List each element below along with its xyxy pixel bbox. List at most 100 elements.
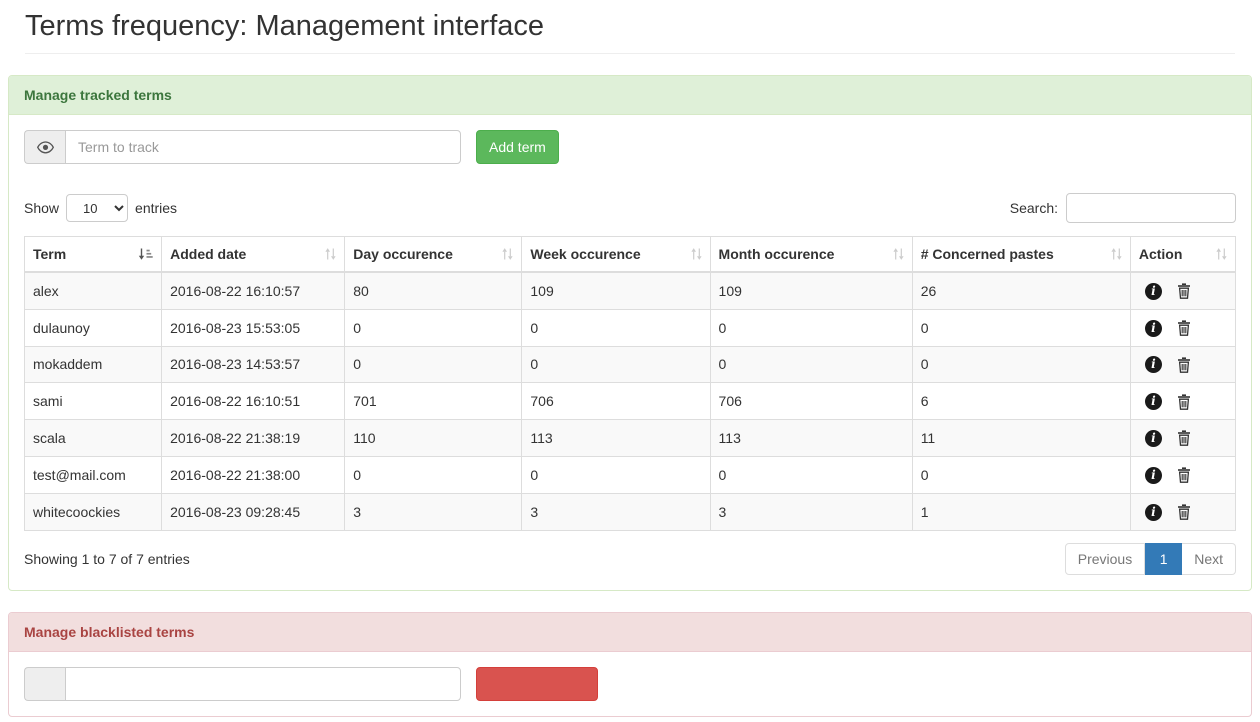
trash-icon bbox=[1177, 467, 1191, 486]
info-icon: i bbox=[1144, 466, 1162, 484]
column-header-month-occurence[interactable]: Month occurence bbox=[709, 236, 913, 273]
info-icon: i bbox=[1144, 282, 1162, 300]
column-header-day-occurence[interactable]: Day occurence bbox=[344, 236, 523, 273]
term-delete-button[interactable] bbox=[1177, 357, 1191, 373]
table-header-row: Term Added date Day occurence Week occurenc… bbox=[23, 236, 1237, 273]
trash-icon bbox=[1177, 430, 1191, 449]
concerned-pastes-cell: 26 bbox=[911, 271, 1131, 310]
column-header-week-occurence[interactable]: Week occurence bbox=[521, 236, 711, 273]
trash-icon bbox=[1177, 283, 1191, 302]
action-cell: i bbox=[1129, 419, 1237, 457]
day-occurence-cell: 0 bbox=[344, 345, 523, 384]
concerned-pastes-cell: 0 bbox=[911, 455, 1131, 494]
term-info-button[interactable]: i bbox=[1144, 429, 1162, 447]
day-occurence-cell: 701 bbox=[344, 382, 523, 421]
term-delete-button[interactable] bbox=[1177, 320, 1191, 336]
term-delete-button[interactable] bbox=[1177, 430, 1191, 449]
term-info-button[interactable]: i bbox=[1144, 466, 1162, 484]
term-delete-button[interactable] bbox=[1177, 394, 1191, 410]
column-header-added-date[interactable]: Added date bbox=[161, 236, 346, 273]
day-occurence-cell: 3 bbox=[344, 492, 523, 531]
term-delete-button[interactable] bbox=[1177, 467, 1191, 486]
term-cell: alex bbox=[23, 271, 163, 310]
term-info-button[interactable]: i bbox=[1144, 319, 1162, 337]
add-term-row: Add term bbox=[24, 130, 1236, 164]
term-info-button[interactable]: i bbox=[1144, 282, 1162, 300]
day-occurence-cell: 0 bbox=[344, 455, 523, 494]
add-term-button[interactable]: Add term bbox=[476, 130, 559, 164]
term-delete-button[interactable] bbox=[1177, 504, 1191, 520]
table-row: mokaddem 2016-08-23 14:53:57 0 0 0 0 i bbox=[23, 345, 1237, 384]
sort-icon bbox=[893, 248, 904, 261]
term-info-button[interactable]: i bbox=[1144, 503, 1162, 521]
blacklisted-terms-panel: Manage blacklisted terms bbox=[8, 611, 1252, 717]
concerned-pastes-cell: 11 bbox=[911, 419, 1131, 457]
datatable-controls: Show 10 entries Search: bbox=[24, 193, 1236, 223]
concerned-pastes-cell: 1 bbox=[911, 492, 1131, 531]
term-cell: scala bbox=[23, 419, 163, 457]
concerned-pastes-cell: 0 bbox=[911, 308, 1131, 347]
blacklist-term-input[interactable] bbox=[65, 666, 461, 701]
action-cell: i bbox=[1129, 382, 1237, 421]
search-input[interactable] bbox=[1066, 193, 1236, 223]
concerned-pastes-cell: 6 bbox=[911, 382, 1131, 421]
page-length-control: Show 10 entries bbox=[24, 194, 177, 222]
action-cell: i bbox=[1129, 308, 1237, 347]
table-row: dulaunoy 2016-08-23 15:53:05 0 0 0 0 i bbox=[23, 308, 1237, 347]
tracked-terms-panel-body: Add term Show 10 entries Search: TermAdd… bbox=[9, 115, 1251, 590]
blacklist-input-group bbox=[24, 666, 461, 701]
added-date-cell: 2016-08-23 14:53:57 bbox=[161, 345, 346, 384]
added-date-cell: 2016-08-22 16:10:57 bbox=[161, 271, 346, 310]
info-icon: i bbox=[1144, 356, 1162, 374]
concerned-pastes-cell: 0 bbox=[911, 345, 1131, 384]
week-occurence-cell: 0 bbox=[521, 308, 711, 347]
show-label: Show bbox=[24, 200, 60, 216]
week-occurence-cell: 0 bbox=[521, 455, 711, 494]
pagination-next-button[interactable]: Next bbox=[1182, 542, 1236, 575]
month-occurence-cell: 3 bbox=[709, 492, 913, 531]
sort-icon bbox=[1111, 248, 1122, 261]
page-length-select[interactable]: 10 bbox=[66, 194, 129, 222]
blacklisted-terms-panel-heading: Manage blacklisted terms bbox=[9, 612, 1251, 652]
table-row: whitecoockies 2016-08-23 09:28:45 3 3 3 1 i bbox=[23, 492, 1237, 531]
column-header-action[interactable]: Action bbox=[1129, 236, 1237, 273]
tracked-table-body: alex 2016-08-22 16:10:57 80 109 109 26 i dulaun… bbox=[23, 271, 1237, 531]
entries-label: entries bbox=[135, 200, 178, 216]
table-row: test@mail.com 2016-08-22 21:38:00 0 0 0 0 i bbox=[23, 455, 1237, 494]
term-info-button[interactable]: i bbox=[1144, 393, 1162, 411]
table-row: alex 2016-08-22 16:10:57 80 109 109 26 i bbox=[23, 271, 1237, 310]
added-date-cell: 2016-08-22 21:38:00 bbox=[161, 455, 346, 494]
pagination-previous-button[interactable]: Previous bbox=[1064, 542, 1146, 575]
term-cell: sami bbox=[23, 382, 163, 421]
column-header-term[interactable]: Term bbox=[23, 236, 163, 273]
month-occurence-cell: 0 bbox=[709, 308, 913, 347]
week-occurence-cell: 3 bbox=[521, 492, 711, 531]
info-icon: i bbox=[1144, 503, 1162, 521]
table-info-text: Showing 1 to 7 of 7 entries bbox=[24, 550, 190, 567]
pagination-page-1-button[interactable]: 1 bbox=[1145, 542, 1183, 575]
tracked-terms-panel: Manage tracked terms Add term Show 10 bbox=[8, 75, 1252, 591]
term-input-group bbox=[24, 130, 461, 164]
action-cell: i bbox=[1129, 492, 1237, 531]
added-date-cell: 2016-08-23 15:53:05 bbox=[161, 308, 346, 347]
term-delete-button[interactable] bbox=[1177, 283, 1191, 302]
term-cell: mokaddem bbox=[23, 345, 163, 384]
column-header-concerned-pastes[interactable]: # Concerned pastes bbox=[911, 236, 1131, 273]
page-header: Terms frequency: Management interface bbox=[25, 10, 1235, 54]
term-info-button[interactable]: i bbox=[1144, 356, 1162, 374]
blacklisted-terms-panel-body bbox=[9, 652, 1251, 716]
info-icon: i bbox=[1144, 319, 1162, 337]
page-title: Terms frequency: Management interface bbox=[25, 10, 545, 42]
pagination: Previous 1 Next bbox=[1064, 542, 1236, 575]
blacklist-add-button[interactable] bbox=[476, 666, 598, 701]
added-date-cell: 2016-08-22 16:10:51 bbox=[161, 382, 346, 421]
sort-ascending-icon bbox=[138, 248, 153, 261]
term-to-track-input[interactable] bbox=[65, 130, 461, 164]
month-occurence-cell: 706 bbox=[709, 382, 913, 421]
added-date-cell: 2016-08-22 21:38:19 bbox=[161, 419, 346, 457]
tracked-terms-panel-heading: Manage tracked terms bbox=[9, 76, 1251, 115]
search-control: Search: bbox=[1010, 193, 1236, 223]
info-icon: i bbox=[1144, 429, 1162, 447]
sort-icon bbox=[690, 248, 702, 261]
added-date-cell: 2016-08-23 09:28:45 bbox=[161, 492, 346, 531]
